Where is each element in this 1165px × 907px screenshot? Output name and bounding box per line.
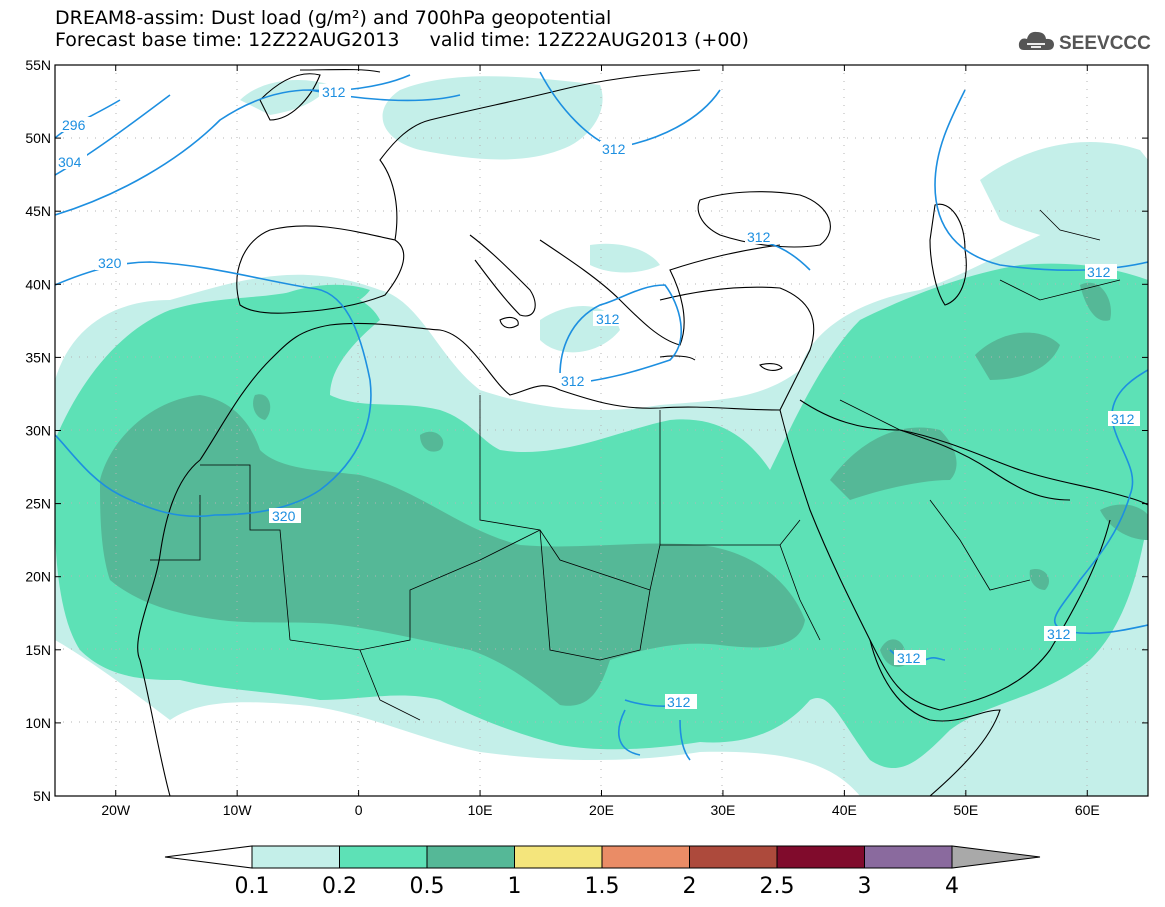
logo-text: SEEVCCC <box>1059 33 1151 54</box>
contour-label: 312 <box>747 229 771 245</box>
lon-label: 20W <box>101 802 131 818</box>
cloud-icon <box>1018 31 1054 50</box>
contour-label: 320 <box>272 508 296 524</box>
longitude-axis: 20W 10W 0 10E 20E 30E 40E 50E 60E <box>101 65 1100 818</box>
lat-label: 5N <box>33 788 51 804</box>
contour-label: 312 <box>897 650 921 666</box>
map-subtitle: Forecast base time: 12Z22AUG2013 valid t… <box>55 29 749 51</box>
contour-label: 312 <box>602 141 626 157</box>
lon-label: 60E <box>1075 802 1100 818</box>
seevccc-logo: SEEVCCC <box>1018 31 1151 54</box>
contour-labels: 296 304 312 312 312 312 312 312 312 312 … <box>55 84 1140 710</box>
lat-label: 50N <box>25 130 51 146</box>
contour-label: 296 <box>62 117 86 133</box>
lon-label: 20E <box>589 802 614 818</box>
lon-label: 0 <box>355 802 363 818</box>
lat-label: 20N <box>25 569 51 585</box>
lat-label: 15N <box>25 642 51 658</box>
contour-label: 304 <box>58 154 82 170</box>
contour-label: 312 <box>1047 626 1071 642</box>
contour-label: 312 <box>596 311 620 327</box>
contour-label: 320 <box>98 255 122 271</box>
lat-label: 45N <box>25 203 51 219</box>
dust-band-0.2 <box>55 263 1148 769</box>
lat-label: 30N <box>25 423 51 439</box>
lon-label: 40E <box>832 802 857 818</box>
contour-label: 312 <box>1087 264 1111 280</box>
lat-label: 55N <box>25 57 51 73</box>
lat-label: 10N <box>25 715 51 731</box>
coastlines <box>137 68 1148 796</box>
country-borders <box>150 209 1121 721</box>
lat-label: 40N <box>25 276 51 292</box>
lat-label: 35N <box>25 349 51 365</box>
lon-label: 30E <box>710 802 735 818</box>
contour-label: 312 <box>561 373 585 389</box>
contour-label: 312 <box>1111 411 1135 427</box>
contour-label: 312 <box>322 84 346 100</box>
lon-label: 50E <box>953 802 978 818</box>
lon-label: 10E <box>468 802 493 818</box>
contour-label: 312 <box>667 694 691 710</box>
map-title: DREAM8-assim: Dust load (g/m²) and 700hP… <box>55 7 612 29</box>
lat-label: 25N <box>25 496 51 512</box>
dust-band-0.5 <box>100 282 1148 706</box>
latitude-axis: 55N 50N 45N 40N 35N 30N 25N 20N 15N 10N 5N <box>25 57 1148 804</box>
lon-label: 10W <box>223 802 253 818</box>
